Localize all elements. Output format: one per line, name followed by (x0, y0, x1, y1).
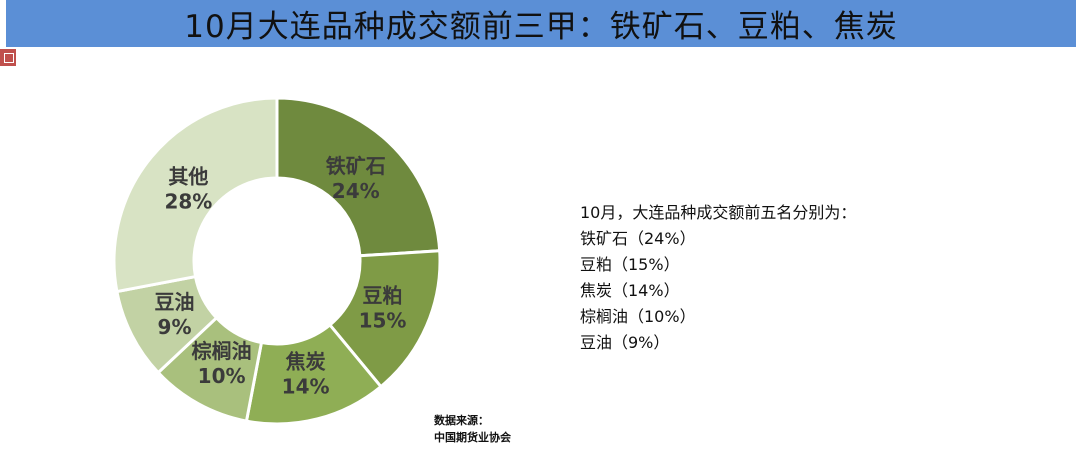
slice-value-label: 9% (158, 315, 192, 339)
page-title: 10月大连品种成交额前三甲：铁矿石、豆粕、焦炭 (184, 9, 898, 45)
summary-heading: 10月，大连品种成交额前五名分别为： (580, 203, 857, 222)
donut-chart: 铁矿石 24% 豆粕 15% 焦炭 14% 棕榈油 10% 豆油 9% 其他 28% (0, 60, 560, 451)
slice-category-label: 豆油 (155, 290, 195, 314)
slice-value-label: 14% (282, 374, 330, 398)
source-label: 数据来源： (434, 414, 489, 427)
data-source: 数据来源： 中国期货业协会 (434, 412, 511, 446)
logo-icon (0, 49, 16, 66)
summary-item: 豆粕（15%） (580, 255, 680, 274)
summary-panel: 10月，大连品种成交额前五名分别为： 铁矿石（24%） 豆粕（15%） 焦炭（1… (580, 200, 856, 356)
summary-item: 棕榈油（10%） (580, 307, 696, 326)
slice-category-label: 棕榈油 (192, 339, 252, 363)
slice-value-label: 24% (332, 179, 380, 203)
slice-value-label: 15% (359, 309, 407, 333)
slice-category-label: 豆粕 (363, 284, 403, 308)
summary-item: 豆油（9%） (580, 333, 670, 352)
slice-category-label: 铁矿石 (326, 154, 386, 178)
title-bar: 10月大连品种成交额前三甲：铁矿石、豆粕、焦炭 (6, 0, 1076, 47)
slice-category-label: 焦炭 (286, 349, 326, 373)
donut-slice (112, 96, 279, 294)
slice-value-label: 10% (198, 364, 246, 388)
summary-item: 铁矿石（24%） (580, 229, 696, 248)
source-name: 中国期货业协会 (434, 431, 511, 444)
slice-value-label: 28% (164, 190, 212, 214)
donut-slice (275, 96, 442, 258)
summary-item: 焦炭（14%） (580, 281, 680, 300)
slice-category-label: 其他 (168, 165, 208, 189)
